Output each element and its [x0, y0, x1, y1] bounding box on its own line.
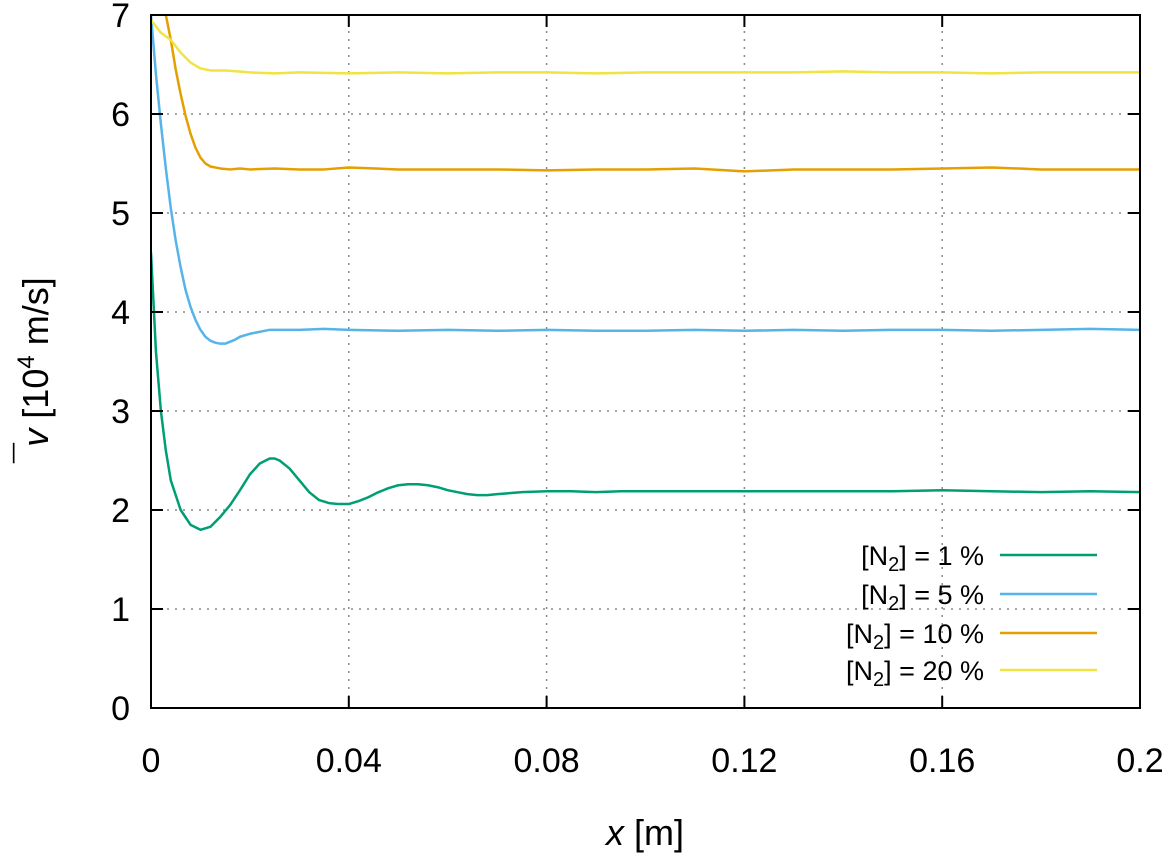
tick-marks — [150, 14, 1141, 709]
x-tick-label: 0.2 — [1116, 742, 1163, 780]
y-label-var: v — [15, 427, 56, 447]
y-tick-label: 6 — [111, 96, 130, 134]
y-tick-label: 7 — [111, 0, 130, 35]
x-tick-label: 0.04 — [316, 742, 382, 780]
legend-label: [N2] = 5 % — [861, 580, 984, 615]
series-line-4 — [151, 19, 1140, 75]
series-line-3 — [164, 15, 1140, 173]
y-tick-label: 1 — [111, 591, 130, 629]
legend-label: [N2] = 1 % — [861, 541, 984, 576]
x-axis-label: x [m] — [604, 812, 684, 853]
x-tick-label: 0 — [142, 742, 161, 780]
x-tick-label: 0.08 — [514, 742, 580, 780]
y-tick-label: 3 — [111, 393, 130, 431]
series-line-2 — [151, 15, 1140, 345]
legend-label: [N2] = 20 % — [846, 656, 984, 691]
y-tick-label: 0 — [111, 690, 130, 728]
plot-frame — [150, 14, 1141, 709]
y-label-bar: ¯ — [7, 442, 48, 464]
legend-label: [N2] = 10 % — [846, 619, 984, 654]
series-group — [151, 15, 1140, 532]
svg-text:v [104 m/s]: v [104 m/s] — [13, 277, 56, 446]
legend: [N2] = 1 % [N2] = 5 % [N2] = 10 %[N2] = 20… — [846, 541, 1097, 691]
x-tick-label: 0.12 — [711, 742, 777, 780]
x-tick-labels: 0 0.04 0.08 0.12 0.16 0.2 — [142, 742, 1164, 780]
y-tick-label: 5 — [111, 195, 130, 233]
y-tick-label: 2 — [111, 492, 130, 530]
grid-lines — [151, 15, 1140, 708]
series-line-1 — [151, 252, 1140, 532]
y-axis-label: v [104 m/s] ¯ — [7, 277, 56, 464]
y-tick-label: 4 — [111, 294, 130, 332]
y-tick-labels: 0 1 2 3 4 5 6 7 — [111, 0, 130, 728]
x-tick-label: 0.16 — [909, 742, 975, 780]
